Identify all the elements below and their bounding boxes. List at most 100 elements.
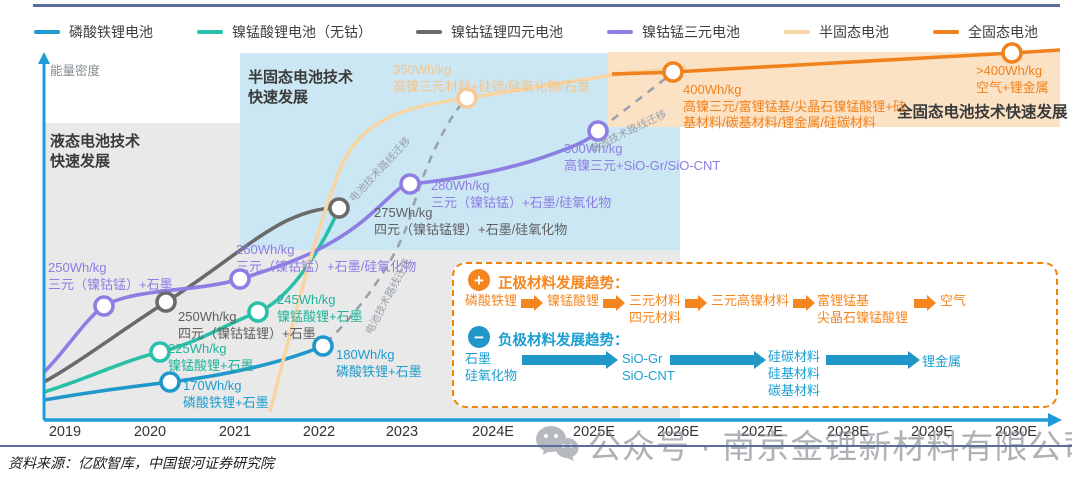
marker-ternary-300 (587, 120, 609, 142)
annotation-ternary-260: 260Wh/kg 三元（镍钴锰）+石墨/硅氧化物 (236, 242, 417, 274)
annotation-quaternary-275: 275Wh/kg 四元（镍钴锰锂）+石墨/硅氧化物 (374, 205, 568, 237)
bottom-divider (0, 445, 1072, 447)
marker-lfp-170 (159, 371, 181, 393)
marker-quaternary-250 (155, 291, 177, 313)
marker-semisolid-350 (456, 87, 478, 109)
arrow-right-icon (685, 295, 707, 311)
zone-semisolid (240, 53, 680, 250)
x-tick-2027e: 2027E (741, 424, 783, 440)
anode-trend-title: 负极材料发展趋势： (498, 333, 629, 349)
legend-label: 全固态电池 (968, 24, 1038, 40)
x-tick-2030e: 2030E (995, 424, 1037, 440)
legend-label: 半固态电池 (819, 24, 889, 40)
annotation-semisolid-350: 350Wh/kg 高镍三元材料+硅碳/硅氧化物/石墨 (393, 62, 590, 94)
annotation-solid-400: 400Wh/kg 高镍三元/富锂锰基/尖晶石镍锰酸锂+硅基材料/碳基材料/锂金属… (683, 82, 906, 131)
annotation-quaternary-250: 250Wh/kg 四元（镍钴锰锂）+石墨 (178, 309, 316, 341)
migration-path-upper (599, 73, 671, 131)
cathode-step-1: 磷酸铁锂 (465, 293, 518, 308)
zone-label-liquid: 液态电池技术 快速发展 (50, 133, 141, 171)
milestone-markers (93, 42, 1023, 393)
arrow-right-icon (826, 351, 920, 369)
legend-swatch-lfp (34, 30, 60, 34)
x-tick-2024e: 2024E (472, 424, 514, 440)
anode-step-4: 锂金属 (922, 354, 962, 369)
cathode-step-6: 空气 (940, 293, 967, 308)
x-tick-2025e: 2025E (573, 424, 615, 440)
cathode-step-4: 三元高镍材料 (711, 293, 790, 308)
x-tick-2026e: 2026E (657, 424, 699, 440)
x-tick-2019: 2019 (48, 424, 82, 440)
legend-label: 镍钴锰锂四元电池 (451, 24, 563, 40)
legend-swatch-solid (933, 30, 959, 34)
legend-item-ternary: 镍钴锰三元电池 (607, 22, 740, 42)
wechat-icon (536, 426, 579, 461)
x-tick-2023: 2023 (385, 424, 419, 440)
marker-quaternary-275 (328, 197, 350, 219)
legend-item-semisolid: 半固态电池 (784, 22, 889, 42)
x-tick-2029e: 2029E (911, 424, 953, 440)
zone-label-solidstate: 全固态电池技术快速发展 (897, 104, 1068, 121)
legend-item-lnmo: 镍锰酸锂电池（无钴） (197, 22, 372, 42)
legend-item-lfp: 磷酸铁锂电池 (34, 22, 153, 42)
arrow-right-icon (603, 295, 625, 311)
y-axis-label: 能量密度 (50, 64, 101, 78)
x-tick-2021: 2021 (218, 424, 252, 440)
anode-step-2: SiO-Gr SiO-CNT (622, 351, 675, 383)
annotation-solid-400plus: >400Wh/kg 空气+锂金属 (976, 63, 1049, 95)
arrow-right-icon (670, 351, 766, 369)
x-tick-2022: 2022 (302, 424, 336, 440)
migration-path-lower (325, 101, 465, 344)
watermark-text: 公众号 · 南京金锂新材料有限公司 (588, 428, 1072, 465)
annotation-lfp-180: 180Wh/kg 磷酸铁锂+石墨 (336, 347, 422, 379)
chart-legend: 磷酸铁锂电池 镍锰酸锂电池（无钴） 镍钴锰锂四元电池 镍钴锰三元电池 半固态电池… (0, 22, 1072, 42)
marker-lnmo-245 (247, 301, 269, 323)
cathode-step-3: 三元材料 四元材料 (629, 293, 682, 325)
x-tick-2028e: 2028E (827, 424, 869, 440)
arrow-right-icon (914, 295, 936, 311)
marker-lfp-180 (312, 335, 334, 357)
marker-solid-400plus (1001, 42, 1023, 64)
marker-solid-400 (662, 61, 684, 83)
arrow-right-icon (521, 295, 543, 311)
annotation-ternary-250: 250Wh/kg 三元（镍钴锰）+石墨 (48, 260, 173, 292)
marker-ternary-250 (93, 295, 115, 317)
x-tick-2020: 2020 (133, 424, 167, 440)
anode-step-1: 石墨 硅氧化物 (465, 351, 518, 383)
semisolid-curve (268, 65, 687, 413)
materials-trend-box: + 正极材料发展趋势： 磷酸铁锂 镍锰酸锂 三元材料 四元材料 三元高镍材料 富… (452, 262, 1058, 408)
annotation-lfp-170: 170Wh/kg 磷酸铁锂+石墨 (183, 378, 269, 410)
legend-item-solid: 全固态电池 (933, 22, 1038, 42)
minus-icon: − (468, 326, 490, 348)
annotation-ternary-300: 300Wh/kg 高镍三元+SiO-Gr/SiO-CNT (564, 141, 721, 173)
legend-item-quaternary: 镍钴锰锂四元电池 (416, 22, 563, 42)
x-axis-arrow-icon (1048, 413, 1062, 427)
y-axis-arrow-icon (38, 52, 50, 64)
cathode-trend-title: 正极材料发展趋势： (498, 276, 629, 292)
arrow-right-icon (793, 295, 815, 311)
zone-label-semisolid: 半固态电池技术 快速发展 (248, 69, 354, 107)
annotation-lnmo-225: 225Wh/kg 镍锰酸锂+石墨 (168, 341, 254, 373)
source-note: 资料来源：亿欧智库，中国银河证券研究院 (8, 455, 274, 471)
annotation-lnmo-245: 245Wh/kg 镍锰酸锂+石墨 (277, 292, 363, 324)
legend-swatch-ternary (607, 30, 633, 34)
cathode-step-2: 镍锰酸锂 (547, 293, 600, 308)
cathode-step-5: 富锂锰基 尖晶石镍锰酸锂 (817, 293, 909, 325)
top-divider (33, 4, 1060, 7)
plus-icon: + (468, 269, 490, 291)
legend-label: 镍锰酸锂电池（无钴） (232, 24, 372, 40)
marker-ternary-280 (399, 173, 421, 195)
legend-swatch-quaternary (416, 30, 442, 34)
arrow-right-icon (522, 351, 618, 369)
quaternary-curve (43, 206, 340, 384)
legend-label: 磷酸铁锂电池 (69, 24, 153, 40)
annotation-ternary-280: 280Wh/kg 三元（镍钴锰）+石墨/硅氧化物 (431, 178, 612, 210)
marker-lnmo-225 (149, 341, 171, 363)
marker-ternary-260 (229, 268, 251, 290)
legend-swatch-semisolid (784, 30, 810, 34)
solidstate-curve (611, 48, 1061, 76)
legend-swatch-lnmo (197, 30, 223, 34)
watermark: 公众号 · 南京金锂新材料有限公司 (534, 420, 1072, 468)
legend-label: 镍钴锰三元电池 (642, 24, 740, 40)
anode-step-3: 硅碳材料 硅基材料 碳基材料 (768, 349, 821, 398)
